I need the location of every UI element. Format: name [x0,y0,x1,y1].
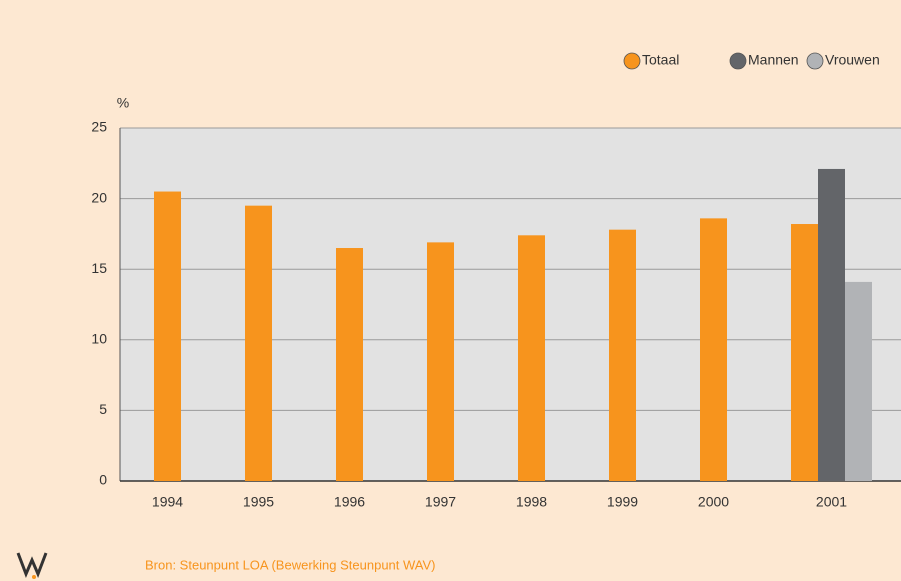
legend-swatch [729,52,747,70]
x-tick-label: 1999 [607,494,638,510]
x-tick-label: 1996 [334,494,365,510]
y-tick-label: 15 [91,260,107,276]
x-tick-label: 1995 [243,494,274,510]
legend-swatch [623,52,641,70]
legend-label: Totaal [642,52,679,68]
y-tick-label: 10 [91,331,107,347]
bar [791,224,818,482]
bar [609,229,636,481]
x-tick-label: 1998 [516,494,547,510]
logo [16,552,48,578]
y-tick-label: 5 [99,401,107,417]
bar [245,205,272,481]
bar [845,281,872,481]
plot-area [120,128,901,481]
y-tick-label: 20 [91,189,107,205]
y-tick-label: 0 [99,472,107,488]
bar [518,235,545,481]
bar [336,248,363,481]
y-tick-label: 25 [91,119,107,135]
legend-label: Vrouwen [825,52,880,68]
x-tick-label: 1997 [425,494,456,510]
legend-label: Mannen [748,52,799,68]
y-axis-label: % [117,95,129,111]
x-tick-label: 1994 [152,494,183,510]
bar [427,242,454,481]
x-tick-label: 2001 [816,494,847,510]
source-note: Bron: Steunpunt LOA (Bewerking Steunpunt… [145,557,436,572]
bar [700,218,727,482]
bar [818,168,845,481]
x-tick-label: 2000 [698,494,729,510]
bar [154,191,181,482]
logo-dot [32,575,36,579]
legend-swatch [806,52,824,70]
